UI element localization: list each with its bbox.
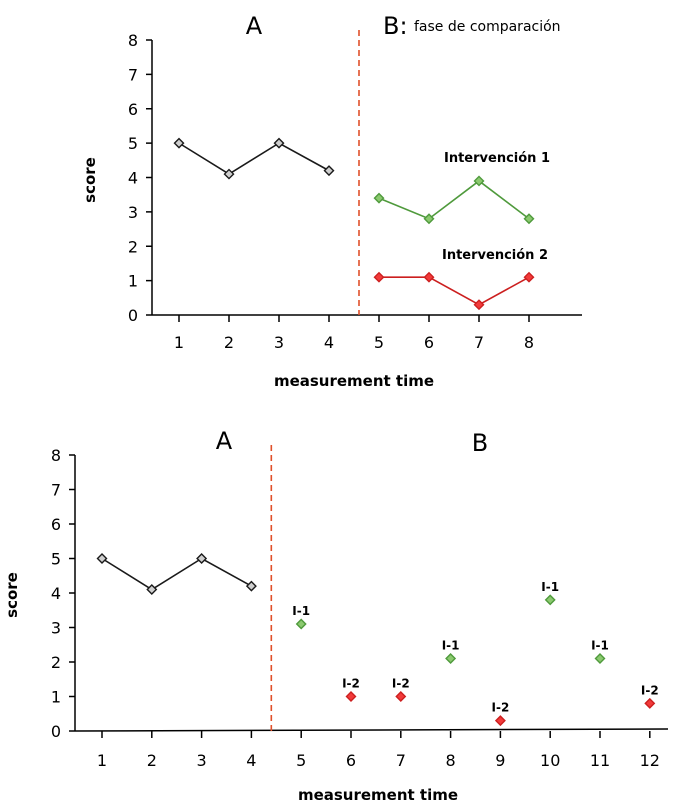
x-axis xyxy=(74,728,669,732)
data-point xyxy=(196,553,208,564)
data-point xyxy=(395,691,407,702)
data-point xyxy=(473,299,485,311)
y-tick-label: 0 xyxy=(128,306,138,325)
x-tick-label: 5 xyxy=(296,751,306,770)
y-tick-label: 1 xyxy=(128,272,138,291)
point-label: I-1 xyxy=(541,580,559,594)
y-tick-label: 6 xyxy=(51,515,61,534)
y-tick-label: 8 xyxy=(51,446,61,465)
x-tick-label: 2 xyxy=(224,333,234,352)
data-point xyxy=(523,213,535,225)
y-tick-label: 7 xyxy=(51,481,61,500)
data-point xyxy=(594,653,606,665)
x-tick-label: 7 xyxy=(474,333,484,352)
x-tick-label: 8 xyxy=(446,751,456,770)
y-tick-label: 5 xyxy=(51,550,61,569)
point-label: I-2 xyxy=(342,677,360,691)
y-tick-label: 5 xyxy=(128,134,138,153)
series-label-intervencion-1: Intervención 1 xyxy=(444,151,550,166)
x-tick-label: 5 xyxy=(374,333,384,352)
y-tick-label: 0 xyxy=(51,722,61,741)
phase-a-label: A xyxy=(246,12,263,40)
data-point xyxy=(373,192,385,204)
data-point xyxy=(473,175,485,187)
series-line xyxy=(178,142,330,176)
x-tick-label: 6 xyxy=(424,333,434,352)
x-tick-label: 4 xyxy=(324,333,334,352)
data-point xyxy=(223,168,235,180)
point-label: I-1 xyxy=(591,639,609,653)
y-tick-label: 3 xyxy=(51,619,61,638)
y-tick-label: 1 xyxy=(51,688,61,707)
y-tick-label: 4 xyxy=(128,169,138,188)
y-tick-label: 2 xyxy=(128,237,138,256)
x-tick-label: 12 xyxy=(640,751,660,770)
x-tick-label: 1 xyxy=(97,751,107,770)
data-point xyxy=(494,715,506,727)
x-tick-label: 2 xyxy=(147,751,157,770)
data-point xyxy=(523,271,535,283)
data-point xyxy=(373,271,385,283)
data-point xyxy=(245,580,257,592)
data-point xyxy=(445,653,457,665)
x-tick-label: 1 xyxy=(174,333,184,352)
x-axis-label: measurement time xyxy=(274,372,434,390)
data-point xyxy=(345,691,357,702)
x-tick-label: 8 xyxy=(524,333,534,352)
x-axis-label: measurement time xyxy=(298,786,458,804)
data-point xyxy=(423,213,435,225)
phase-b-label: B xyxy=(472,429,488,457)
data-point xyxy=(295,618,307,630)
y-axis-label: score xyxy=(3,572,21,618)
point-label: I-1 xyxy=(442,639,460,653)
phase-b-note: fase de comparación xyxy=(414,19,561,35)
data-point xyxy=(146,584,158,596)
y-axis-label: score xyxy=(81,157,99,203)
data-point xyxy=(644,697,656,709)
series-label-intervencion-2: Intervención 2 xyxy=(442,248,548,263)
x-tick-label: 4 xyxy=(246,751,256,770)
y-tick-label: 7 xyxy=(128,65,138,84)
x-tick-label: 6 xyxy=(346,751,356,770)
point-label: I-2 xyxy=(641,683,659,697)
baseline-line xyxy=(101,557,252,591)
x-tick-label: 7 xyxy=(396,751,406,770)
x-tick-label: 9 xyxy=(495,751,505,770)
x-tick-label: 11 xyxy=(590,751,610,770)
point-label: I-2 xyxy=(492,701,510,715)
y-tick-label: 8 xyxy=(128,31,138,50)
data-point xyxy=(273,137,285,149)
data-point xyxy=(173,137,185,149)
y-tick-label: 4 xyxy=(51,584,61,603)
x-tick-label: 3 xyxy=(274,333,284,352)
series-line xyxy=(378,179,530,220)
point-label: I-2 xyxy=(392,677,410,691)
point-label: I-1 xyxy=(292,604,310,618)
data-point xyxy=(423,271,435,283)
y-tick-label: 6 xyxy=(128,100,138,119)
data-point xyxy=(96,553,108,564)
phase-b-label: B: xyxy=(383,12,408,40)
data-point xyxy=(323,165,335,177)
phase-a-label: A xyxy=(216,427,233,455)
data-point xyxy=(544,594,556,606)
y-tick-label: 2 xyxy=(51,653,61,672)
y-tick-label: 3 xyxy=(128,203,138,222)
series-line xyxy=(379,276,530,306)
x-tick-label: 10 xyxy=(540,751,560,770)
x-tick-label: 3 xyxy=(197,751,207,770)
